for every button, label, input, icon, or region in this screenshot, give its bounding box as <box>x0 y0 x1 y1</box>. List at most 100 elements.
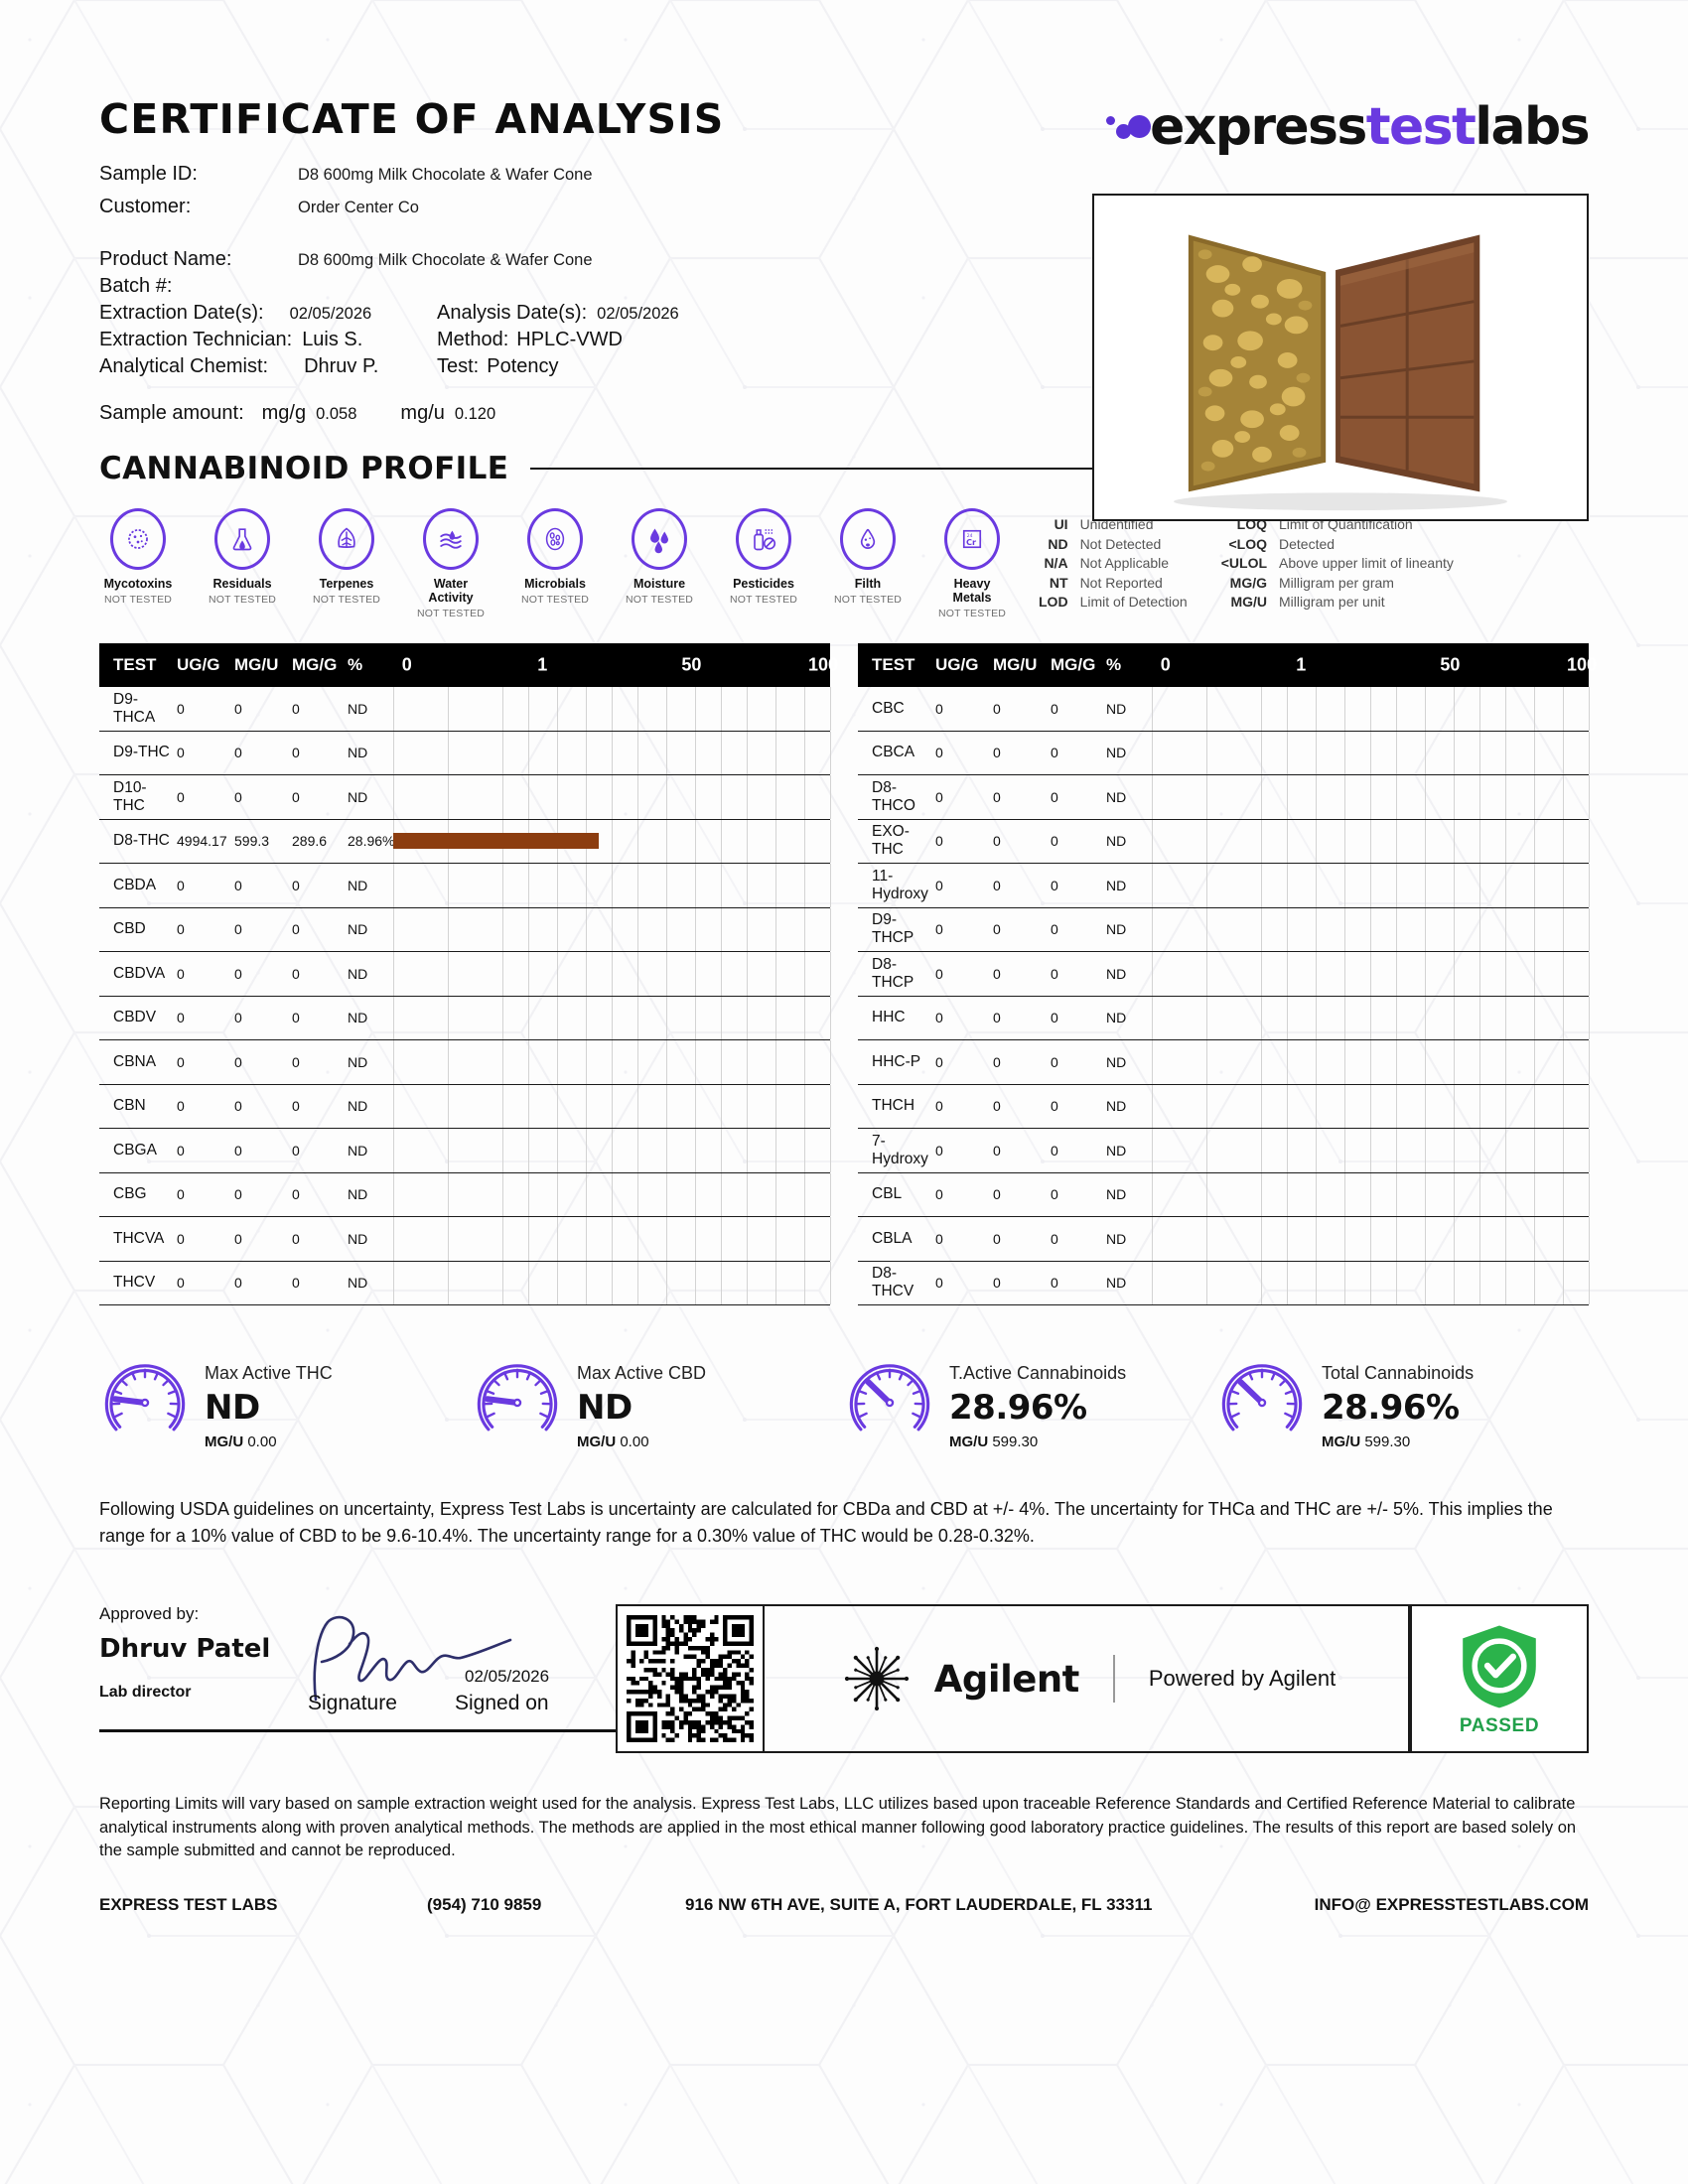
legend-value: Detected <box>1279 535 1336 552</box>
row-ugg: 0 <box>935 1053 943 1070</box>
gauge-t-active-cannabinoids: T.Active Cannabinoids 28.96% MG/U 599.30 <box>844 1357 1216 1450</box>
row-test-name: THCH <box>872 1097 915 1115</box>
row-bar-cell <box>1152 864 1590 907</box>
row-mgg: 0 <box>292 1275 300 1292</box>
table-header-left: TEST UG/G MG/U MG/G % 0 1 50 100 <box>99 643 838 687</box>
row-ugg: 0 <box>177 1053 185 1070</box>
scale-tick: 0 <box>401 654 412 675</box>
test-icon-terpenes: Terpenes NOT TESTED <box>308 508 385 619</box>
gauge-value: ND <box>577 1388 633 1428</box>
gauge-max-active-thc: Max Active THC ND MG/U 0.00 <box>99 1357 472 1450</box>
row-mgg: 0 <box>1051 700 1058 717</box>
sample-id-label: Sample ID: <box>99 163 198 185</box>
terpenes-icon <box>319 508 374 570</box>
gauge-dial-icon <box>849 1364 930 1432</box>
legend-block: UI Unidentified ND Not Detected N/A Not Appli… <box>1039 516 1454 610</box>
signed-date: 02/05/2026 <box>465 1667 550 1687</box>
legend-value: Milligram per unit <box>1279 594 1385 610</box>
mgu-label: mg/u <box>400 402 445 424</box>
row-test-name: CBNA <box>113 1052 157 1070</box>
gauge-dial <box>99 1357 191 1448</box>
row-pct: ND <box>348 1142 368 1159</box>
scale-tick: 100 <box>1567 654 1598 675</box>
row-mgg: 0 <box>1051 877 1058 893</box>
legend-value: Not Applicable <box>1079 555 1170 571</box>
table-row: D9-THCP 0 0 0 ND <box>858 907 1590 952</box>
row-test-name: HHC <box>872 1009 906 1026</box>
gauge-label: Max Active THC <box>205 1363 333 1383</box>
table-row: THCH 0 0 0 ND <box>858 1084 1590 1129</box>
row-mgg: 0 <box>1051 1142 1058 1159</box>
test-icon-label: Microbials <box>524 577 586 591</box>
row-ugg: 0 <box>935 1098 943 1115</box>
row-test-name: THCV <box>113 1274 156 1292</box>
table-row: THCV 0 0 0 ND <box>99 1261 831 1305</box>
cannabinoid-table-right: TEST UG/G MG/U MG/G % 0 1 50 100 CBC 0 0 0 ND CB… <box>858 643 1597 1305</box>
pesticides-icon <box>736 508 791 570</box>
row-mgg: 0 <box>292 1010 300 1026</box>
test-icon-status: NOT TESTED <box>937 608 1007 619</box>
filth-icon <box>840 508 896 570</box>
table-row: 7-Hydroxy 0 0 0 ND <box>858 1129 1590 1173</box>
sample-id-row: Sample ID: D8 600mg Milk Chocolate & Waf… <box>99 163 1589 186</box>
row-pct: ND <box>1106 788 1127 805</box>
row-test-name: D8-THCO <box>872 778 915 814</box>
test-icon-label: Mycotoxins <box>103 577 173 591</box>
table-row: D8-THCO 0 0 0 ND <box>858 775 1590 820</box>
powered-by-label: Powered by Agilent <box>1148 1666 1336 1692</box>
row-mgu: 0 <box>234 1275 242 1292</box>
row-pct: ND <box>348 700 368 717</box>
test-icon-mycotoxins: Mycotoxins NOT TESTED <box>99 508 177 619</box>
row-test-name: CBC <box>872 699 905 717</box>
legend-key: UI <box>1054 516 1068 532</box>
row-ugg: 0 <box>935 745 943 761</box>
scale-tick: 0 <box>1160 654 1171 675</box>
row-bar-cell <box>1152 819 1590 863</box>
table-row: EXO-THC 0 0 0 ND <box>858 819 1590 864</box>
row-pct: ND <box>1106 1010 1127 1026</box>
table-row: D8-THC 4994.17 599.3 289.6 28.96% <box>99 819 831 864</box>
row-mgu: 0 <box>234 1142 242 1159</box>
signed-on-label: Signed on <box>455 1692 549 1715</box>
row-ugg: 4994.17 <box>177 833 227 850</box>
customer-value: Order Center Co <box>298 199 419 216</box>
company-logo: express test labs <box>1104 101 1591 153</box>
gauge-unit: MG/U <box>205 1433 244 1450</box>
row-pct: ND <box>1106 965 1127 982</box>
legend-key: LOD <box>1039 594 1068 610</box>
row-pct: ND <box>348 788 368 805</box>
test-icon-microbials: Microbials NOT TESTED <box>516 508 594 619</box>
gauge-unit-value: 0.00 <box>620 1433 649 1450</box>
row-bar-cell <box>1152 731 1590 774</box>
row-pct: ND <box>348 1275 368 1292</box>
row-mgg: 0 <box>1051 1053 1058 1070</box>
scale-tick: 50 <box>681 654 702 675</box>
row-test-name: CBD <box>113 920 146 938</box>
row-test-name: THCVA <box>113 1229 165 1247</box>
col-pct: % <box>348 655 363 674</box>
test-icon-status: NOT TESTED <box>520 594 590 606</box>
test-icon-label: Water Activity <box>428 577 474 605</box>
gauge-dial-icon <box>1221 1364 1303 1432</box>
col-ugg: UG/G <box>177 655 220 674</box>
gauge-dial <box>844 1357 935 1448</box>
signature-caption: Signature <box>308 1692 397 1715</box>
table-row: CBC 0 0 0 ND <box>858 687 1590 732</box>
row-test-name: CBL <box>872 1185 903 1203</box>
row-mgu: 0 <box>993 1098 1001 1115</box>
divider <box>1112 1655 1115 1704</box>
legend-value: Above upper limit of lineanty <box>1279 555 1454 571</box>
test-icon-status: NOT TESTED <box>416 608 486 619</box>
row-bar-cell <box>393 775 831 819</box>
extraction-date-label: Extraction Date(s): <box>99 302 264 324</box>
table-row: THCVA 0 0 0 ND <box>99 1217 831 1262</box>
gauge-total-cannabinoids: Total Cannabinoids 28.96% MG/U 599.30 <box>1216 1357 1589 1450</box>
test-icons-and-legend: Mycotoxins NOT TESTED Residuals NOT TESTED T… <box>99 508 1589 619</box>
table-row: D10-THC 0 0 0 ND <box>99 775 831 820</box>
product-name-label: Product Name: <box>99 248 232 270</box>
row-bar-cell <box>1152 1129 1590 1172</box>
row-pct: ND <box>348 877 368 893</box>
qr-code[interactable] <box>616 1604 765 1754</box>
row-mgg: 0 <box>292 965 300 982</box>
row-pct: 28.96% <box>348 833 395 850</box>
